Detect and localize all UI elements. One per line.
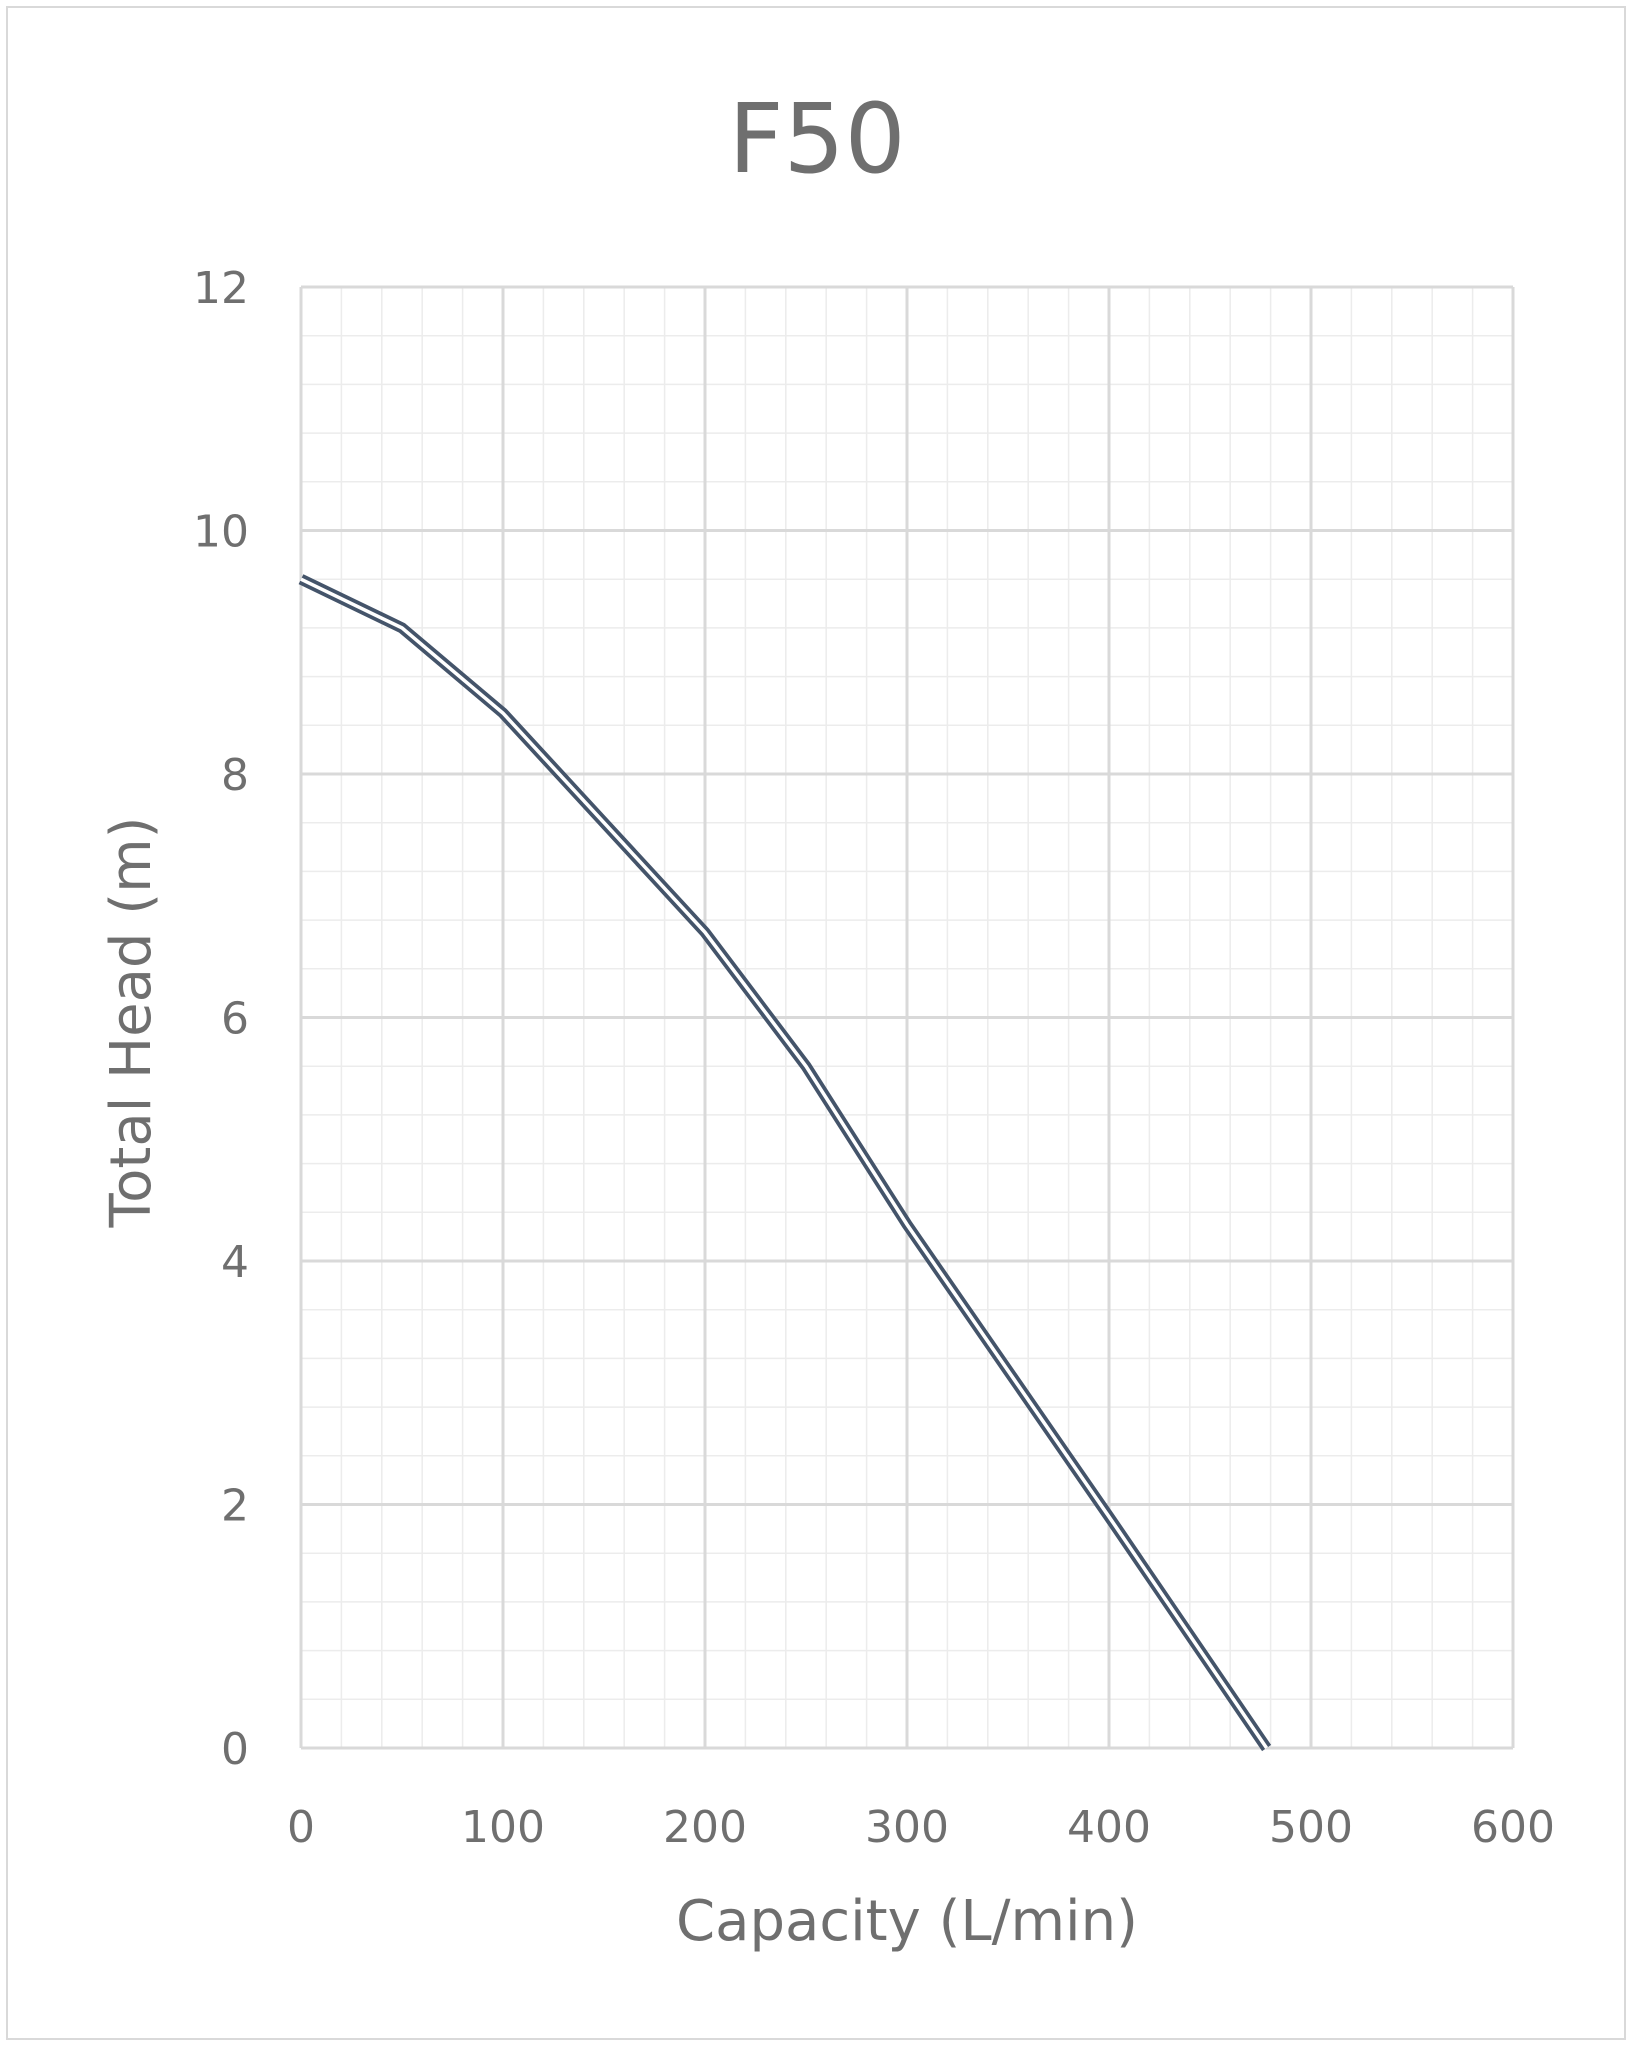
major-gridlines [299, 285, 1515, 1750]
y-tick-label: 4 [221, 1237, 249, 1288]
series-line-inner [300, 577, 1269, 1749]
y-tick-label: 10 [193, 507, 249, 558]
y-tick-labels: 0 2 4 6 8 10 12 [193, 263, 249, 1775]
x-tick-label: 100 [461, 1802, 545, 1853]
x-tick-labels: 0 100 200 300 400 500 600 [287, 1802, 1555, 1853]
x-tick-label: 300 [865, 1802, 949, 1853]
x-axis-label: Capacity (L/min) [676, 1889, 1138, 1954]
y-tick-label: 6 [221, 994, 249, 1045]
y-tick-label: 2 [221, 1481, 249, 1532]
x-tick-label: 400 [1067, 1802, 1151, 1853]
y-tick-label: 12 [193, 263, 249, 314]
x-tick-label: 600 [1471, 1802, 1555, 1853]
x-tick-label: 200 [663, 1802, 747, 1853]
chart-title: F50 [728, 83, 905, 195]
x-tick-label: 0 [287, 1802, 315, 1853]
x-tick-label: 500 [1269, 1802, 1353, 1853]
y-tick-label: 8 [221, 750, 249, 801]
y-axis-label: Total Head (m) [99, 816, 164, 1228]
y-tick-label: 0 [221, 1724, 249, 1775]
chart-frame [6, 6, 1626, 2040]
series-group [298, 574, 1272, 1752]
